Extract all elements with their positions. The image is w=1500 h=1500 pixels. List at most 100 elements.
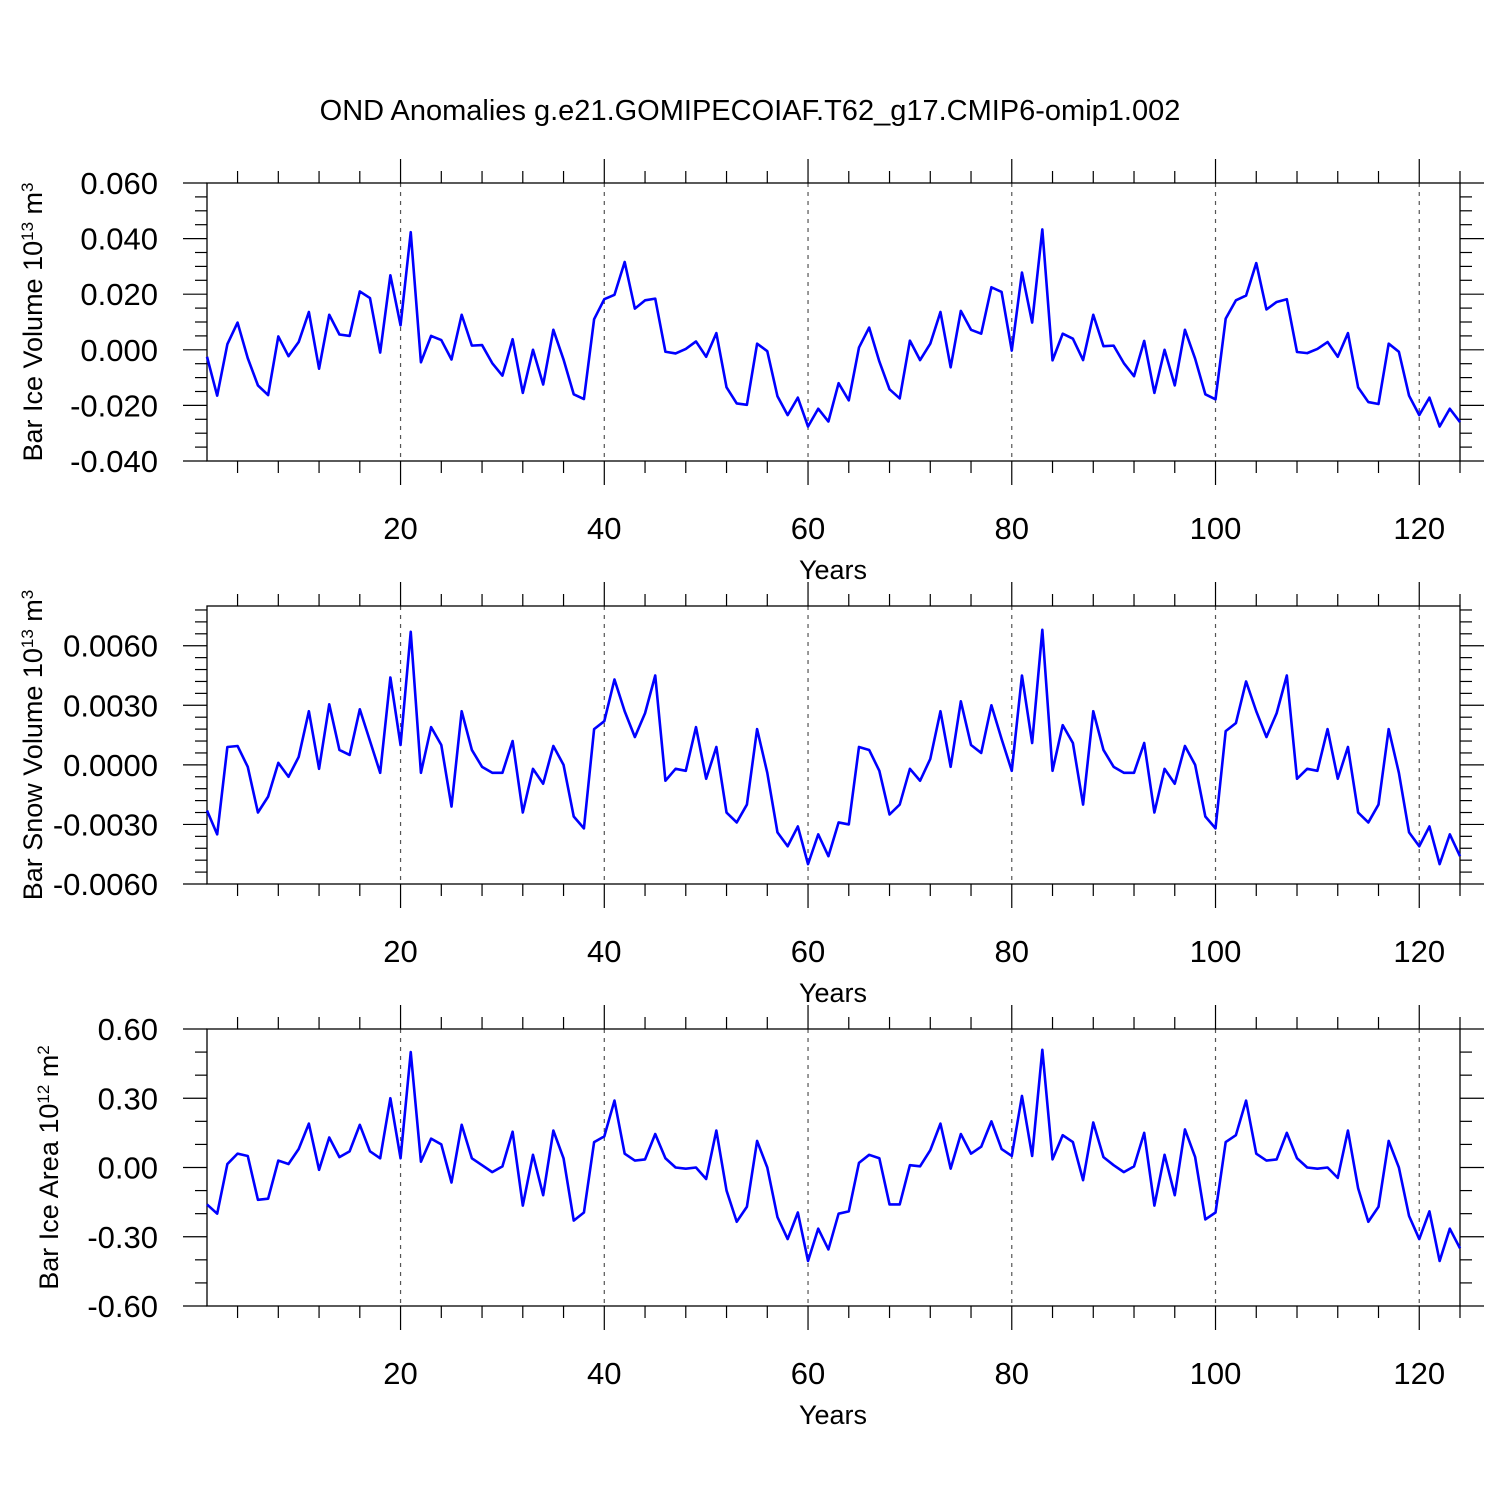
data-point [1152, 391, 1156, 395]
data-point [745, 803, 749, 807]
data-point [480, 343, 484, 347]
data-point [1438, 1259, 1442, 1263]
data-point [775, 1215, 779, 1219]
data-point [1142, 339, 1146, 343]
data-point [837, 381, 841, 385]
data-point [847, 822, 851, 826]
data-point [297, 755, 301, 759]
data-point [1387, 342, 1391, 346]
data-point [1275, 300, 1279, 304]
data-point [1193, 763, 1197, 767]
data-point [979, 332, 983, 336]
data-point [1203, 1217, 1207, 1221]
data-point [1366, 1220, 1370, 1224]
data-point [225, 342, 229, 346]
data-point [1417, 844, 1421, 848]
data-point [1193, 357, 1197, 361]
data-point [205, 355, 209, 359]
data-point [949, 765, 953, 769]
data-point [908, 767, 912, 771]
data-point [490, 1170, 494, 1174]
data-point [562, 763, 566, 767]
data-point [745, 1205, 749, 1209]
data-point [246, 765, 250, 769]
data-point [256, 1198, 260, 1202]
data-point [847, 398, 851, 402]
data-point [246, 356, 250, 360]
data-point [286, 1162, 290, 1166]
data-point [663, 779, 667, 783]
data-point [1295, 777, 1299, 781]
data-point [236, 744, 240, 748]
data-point [1071, 337, 1075, 341]
data-point [1377, 402, 1381, 406]
data-point [1315, 1167, 1319, 1171]
data-point [582, 826, 586, 830]
data-point [786, 413, 790, 417]
y-tick-label: 0.0060 [63, 629, 158, 664]
data-point [1305, 767, 1309, 771]
data-point [1051, 358, 1055, 362]
y-tick-label: 0.060 [80, 166, 158, 201]
data-point [480, 1163, 484, 1167]
data-point [969, 1152, 973, 1156]
data-point [327, 1135, 331, 1139]
data-point [1020, 1094, 1024, 1098]
data-point [1122, 361, 1126, 365]
data-point [1112, 1163, 1116, 1167]
data-point [888, 1202, 892, 1206]
data-point [796, 396, 800, 400]
data-point [969, 743, 973, 747]
data-point [236, 321, 240, 325]
data-point [388, 675, 392, 679]
data-point [378, 1156, 382, 1160]
data-point [674, 351, 678, 355]
data-point [317, 767, 321, 771]
data-point [541, 1193, 545, 1197]
y-tick-label: 0.000 [80, 333, 158, 368]
data-point [266, 393, 270, 397]
y-axis-label-superscript: 3 [18, 182, 37, 191]
x-tick-label: 60 [791, 934, 825, 969]
y-tick-label: -0.040 [70, 444, 158, 479]
y-axis-label-superscript: 3 [18, 590, 37, 599]
y-axis-label-text: m [34, 1055, 64, 1085]
data-point [1458, 1246, 1462, 1250]
data-point [1407, 830, 1411, 834]
data-point [531, 348, 535, 352]
data-point [1326, 340, 1330, 344]
data-point [684, 347, 688, 351]
data-point [816, 832, 820, 836]
data-point [317, 1168, 321, 1172]
data-point [348, 753, 352, 757]
data-point [735, 1220, 739, 1224]
data-point [643, 298, 647, 302]
data-point [938, 310, 942, 314]
data-point [562, 358, 566, 362]
plot-frame [206, 605, 1461, 885]
data-point [337, 748, 341, 752]
data-point [969, 328, 973, 332]
data-point [388, 273, 392, 277]
data-point [755, 1139, 759, 1143]
data-point [490, 361, 494, 365]
data-point [449, 805, 453, 809]
data-point [1183, 328, 1187, 332]
data-point [1091, 1120, 1095, 1124]
data-point [1091, 313, 1095, 317]
data-point [1387, 1139, 1391, 1143]
data-point [521, 811, 525, 815]
x-tick-label: 40 [587, 934, 621, 969]
data-point [857, 346, 861, 350]
data-point [1101, 344, 1105, 348]
figure-title: OND Anomalies g.e21.GOMIPECOIAF.T62_g17.… [320, 95, 1181, 127]
data-point [1152, 811, 1156, 815]
data-point [1387, 727, 1391, 731]
data-point [704, 777, 708, 781]
data-point [470, 748, 474, 752]
data-point [959, 699, 963, 703]
data-point [460, 1123, 464, 1127]
data-point [409, 230, 413, 234]
data-point [1346, 331, 1350, 335]
data-point [1071, 1140, 1075, 1144]
